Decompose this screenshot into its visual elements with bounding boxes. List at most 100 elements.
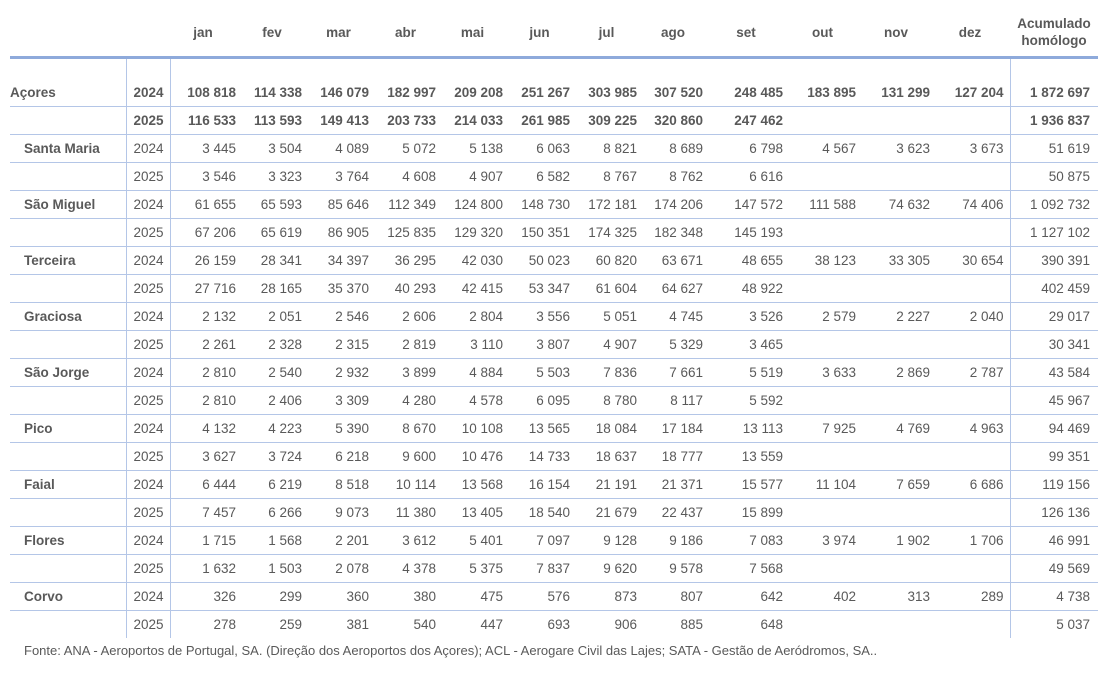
month-value: 13 565 xyxy=(509,414,576,443)
month-value: 15 899 xyxy=(709,498,789,527)
year-cell: 2024 xyxy=(125,358,171,387)
month-value: 4 745 xyxy=(643,302,709,331)
table-row: 2025 3 627 3 724 6 218 9 600 10 476 14 733 18 6… xyxy=(10,442,1098,471)
passengers-table: jan fev mar abr mai jun jul ago set out nov dez Acum… xyxy=(10,8,1098,638)
month-value: 380 xyxy=(375,582,442,611)
month-value: 2 540 xyxy=(242,358,308,387)
month-value: 5 390 xyxy=(308,414,375,443)
month-value: 5 401 xyxy=(442,526,509,555)
month-value: 4 907 xyxy=(442,162,509,191)
month-value: 30 654 xyxy=(936,246,1010,275)
month-value: 48 655 xyxy=(709,246,789,275)
month-value: 4 280 xyxy=(375,386,442,415)
region-name xyxy=(10,498,126,527)
month-value: 320 860 xyxy=(643,106,709,135)
month-value: 182 997 xyxy=(375,57,442,107)
month-value xyxy=(936,386,1010,415)
table-row: Terceira 2024 26 159 28 341 34 397 36 295 42 0… xyxy=(10,246,1098,275)
month-value: 261 985 xyxy=(509,106,576,135)
month-value xyxy=(936,498,1010,527)
table-row: Açores 2024 108 818 114 338 146 079 182 997 20… xyxy=(10,57,1098,107)
month-value: 3 974 xyxy=(789,526,862,555)
month-value xyxy=(789,386,862,415)
month-value xyxy=(862,330,936,359)
year-cell: 2024 xyxy=(125,470,171,499)
table-row: 2025 27 716 28 165 35 370 40 293 42 415 53 347… xyxy=(10,274,1098,303)
month-value: 65 593 xyxy=(242,190,308,219)
month-value: 360 xyxy=(308,582,375,611)
month-value: 4 963 xyxy=(936,414,1010,443)
month-value: 85 646 xyxy=(308,190,375,219)
month-value: 3 526 xyxy=(709,302,789,331)
header-month: jul xyxy=(576,8,643,59)
month-value: 74 406 xyxy=(936,190,1010,219)
month-value: 112 349 xyxy=(375,190,442,219)
accumulated-value: 1 872 697 xyxy=(1009,57,1098,107)
header-month: ago xyxy=(643,8,709,59)
month-value: 116 533 xyxy=(170,106,242,135)
accumulated-value: 50 875 xyxy=(1009,162,1098,191)
region-name: Faial xyxy=(10,470,126,499)
header-empty xyxy=(10,8,126,59)
month-value: 3 110 xyxy=(442,330,509,359)
month-value: 53 347 xyxy=(509,274,576,303)
accumulated-value: 29 017 xyxy=(1009,302,1098,331)
month-value xyxy=(862,498,936,527)
month-value: 7 457 xyxy=(170,498,242,527)
month-value: 6 616 xyxy=(709,162,789,191)
month-value: 183 895 xyxy=(789,57,862,107)
month-value: 10 114 xyxy=(375,470,442,499)
month-value: 13 405 xyxy=(442,498,509,527)
month-value: 1 632 xyxy=(170,554,242,583)
month-value: 3 323 xyxy=(242,162,308,191)
month-value: 6 686 xyxy=(936,470,1010,499)
month-value: 22 437 xyxy=(643,498,709,527)
month-value: 2 261 xyxy=(170,330,242,359)
month-value: 540 xyxy=(413,617,436,632)
month-value: 7 097 xyxy=(509,526,576,555)
month-value xyxy=(789,442,862,471)
header-month: jan xyxy=(170,8,242,59)
year-cell: 2024 xyxy=(125,582,171,611)
accumulated-value: 402 459 xyxy=(1009,274,1098,303)
accumulated-value: 51 619 xyxy=(1009,134,1098,163)
month-value: 693 xyxy=(547,617,570,632)
month-value xyxy=(862,442,936,471)
table-row: 2025 7 457 6 266 9 073 11 380 13 405 18 540 21 … xyxy=(10,498,1098,527)
month-value: 7 837 xyxy=(509,554,576,583)
month-value: 8 518 xyxy=(308,470,375,499)
month-value: 7 836 xyxy=(576,358,643,387)
month-value: 131 299 xyxy=(862,57,936,107)
month-value: 74 632 xyxy=(862,190,936,219)
month-value xyxy=(862,162,936,191)
month-value xyxy=(936,106,1010,135)
accumulated-value: 5 037 xyxy=(1009,610,1098,638)
month-value: 4 907 xyxy=(576,330,643,359)
month-value: 307 520 xyxy=(643,57,709,107)
accumulated-value: 45 967 xyxy=(1009,386,1098,415)
region-name xyxy=(10,106,126,135)
month-value: 2 810 xyxy=(170,358,242,387)
month-value: 885 xyxy=(680,617,703,632)
header-month: mar xyxy=(308,8,375,59)
month-value: 2 201 xyxy=(308,526,375,555)
month-value: 34 397 xyxy=(308,246,375,275)
region-name: São Jorge xyxy=(10,358,126,387)
month-value xyxy=(936,442,1010,471)
month-value xyxy=(936,218,1010,247)
month-value: 1 706 xyxy=(936,526,1010,555)
month-value: 6 095 xyxy=(509,386,576,415)
month-value: 6 582 xyxy=(509,162,576,191)
month-value: 5 503 xyxy=(509,358,576,387)
month-value: 2 787 xyxy=(936,358,1010,387)
month-value: 146 079 xyxy=(308,57,375,107)
month-value: 65 619 xyxy=(242,218,308,247)
month-value: 3 807 xyxy=(509,330,576,359)
month-value: 11 104 xyxy=(789,470,862,499)
month-value: 124 800 xyxy=(442,190,509,219)
month-value: 3 724 xyxy=(242,442,308,471)
region-name xyxy=(10,554,126,583)
month-value xyxy=(789,274,862,303)
month-value xyxy=(936,611,1010,639)
header-accumulated-line2: homólogo xyxy=(1021,33,1087,48)
